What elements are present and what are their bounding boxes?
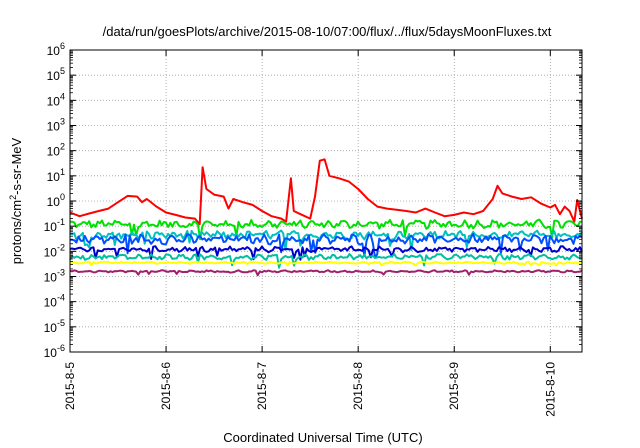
y-tick-exponent: 5 xyxy=(60,66,65,76)
grid xyxy=(70,50,582,352)
x-tick-label: 2015-8-6 xyxy=(159,362,173,410)
y-tick-exponent: 4 xyxy=(60,91,65,101)
y-tick-base: 10 xyxy=(47,120,61,134)
x-tick-label: 2015-8-10 xyxy=(543,362,557,417)
series-line-1 xyxy=(70,218,583,241)
y-tick-label: 10-6 xyxy=(44,343,65,360)
y-tick-exponent: -3 xyxy=(57,268,65,278)
y-tick-base: 10 xyxy=(44,346,58,360)
y-tick-base: 10 xyxy=(47,145,61,159)
series-line-0 xyxy=(69,158,583,226)
y-tick-label: 10-2 xyxy=(44,242,65,259)
series-line-7 xyxy=(69,269,583,277)
y-tick-base: 10 xyxy=(47,170,61,184)
series-line-4 xyxy=(69,245,583,261)
y-tick-exponent: 6 xyxy=(60,41,65,51)
x-axis-label: Coordinated Universal Time (UTC) xyxy=(223,430,422,445)
series-line-5 xyxy=(69,253,583,269)
x-tick-labels: 2015-8-5 2015-8-6 2015-8-7 2015-8-8 2015-8-9… xyxy=(63,362,557,417)
y-tick-base: 10 xyxy=(47,69,61,83)
series-line-2 xyxy=(69,229,583,252)
y-tick-base: 10 xyxy=(44,245,58,259)
x-tick-label: 2015-8-9 xyxy=(447,362,461,410)
y-tick-exponent: -6 xyxy=(57,343,65,353)
y-tick-label: 105 xyxy=(47,66,65,83)
x-tick-label: 2015-8-7 xyxy=(255,362,269,410)
y-tick-exponent: -2 xyxy=(57,242,65,252)
y-tick-labels: 10610510410310210110010-110-210-310-410-… xyxy=(44,41,65,360)
y-tick-base: 10 xyxy=(44,271,58,285)
y-tick-base: 10 xyxy=(47,195,61,209)
series-line-3 xyxy=(69,232,583,259)
y-tick-label: 102 xyxy=(47,142,65,159)
y-tick-base: 10 xyxy=(44,220,58,234)
chart-title: /data/run/goesPlots/archive/2015-08-10/0… xyxy=(103,24,552,39)
y-tick-label: 10-5 xyxy=(44,318,65,335)
y-tick-exponent: -4 xyxy=(57,293,65,303)
y-tick-base: 10 xyxy=(47,44,61,58)
y-tick-label: 10-1 xyxy=(44,217,65,234)
y-tick-label: 10-3 xyxy=(44,268,65,285)
y-tick-exponent: 3 xyxy=(60,117,65,127)
y-tick-label: 103 xyxy=(47,117,65,134)
ticks xyxy=(69,49,582,353)
y-tick-exponent: 2 xyxy=(60,142,65,152)
x-tick-label: 2015-8-5 xyxy=(63,362,77,410)
y-tick-label: 101 xyxy=(47,167,65,184)
y-tick-base: 10 xyxy=(47,94,61,108)
y-tick-exponent: -1 xyxy=(57,217,65,227)
y-tick-exponent: -5 xyxy=(57,318,65,328)
y-tick-label: 104 xyxy=(47,91,65,108)
series-line-6 xyxy=(69,260,583,267)
y-axis-label: protons/cm2-s-sr-MeV xyxy=(8,137,24,264)
series-layer xyxy=(69,158,583,277)
y-tick-base: 10 xyxy=(44,296,58,310)
y-tick-label: 100 xyxy=(47,192,65,209)
y-tick-base: 10 xyxy=(44,321,58,335)
y-tick-exponent: 0 xyxy=(60,192,65,202)
y-tick-label: 10-4 xyxy=(44,293,65,310)
x-tick-label: 2015-8-8 xyxy=(351,362,365,410)
y-tick-exponent: 1 xyxy=(60,167,65,177)
y-tick-label: 106 xyxy=(47,41,65,58)
